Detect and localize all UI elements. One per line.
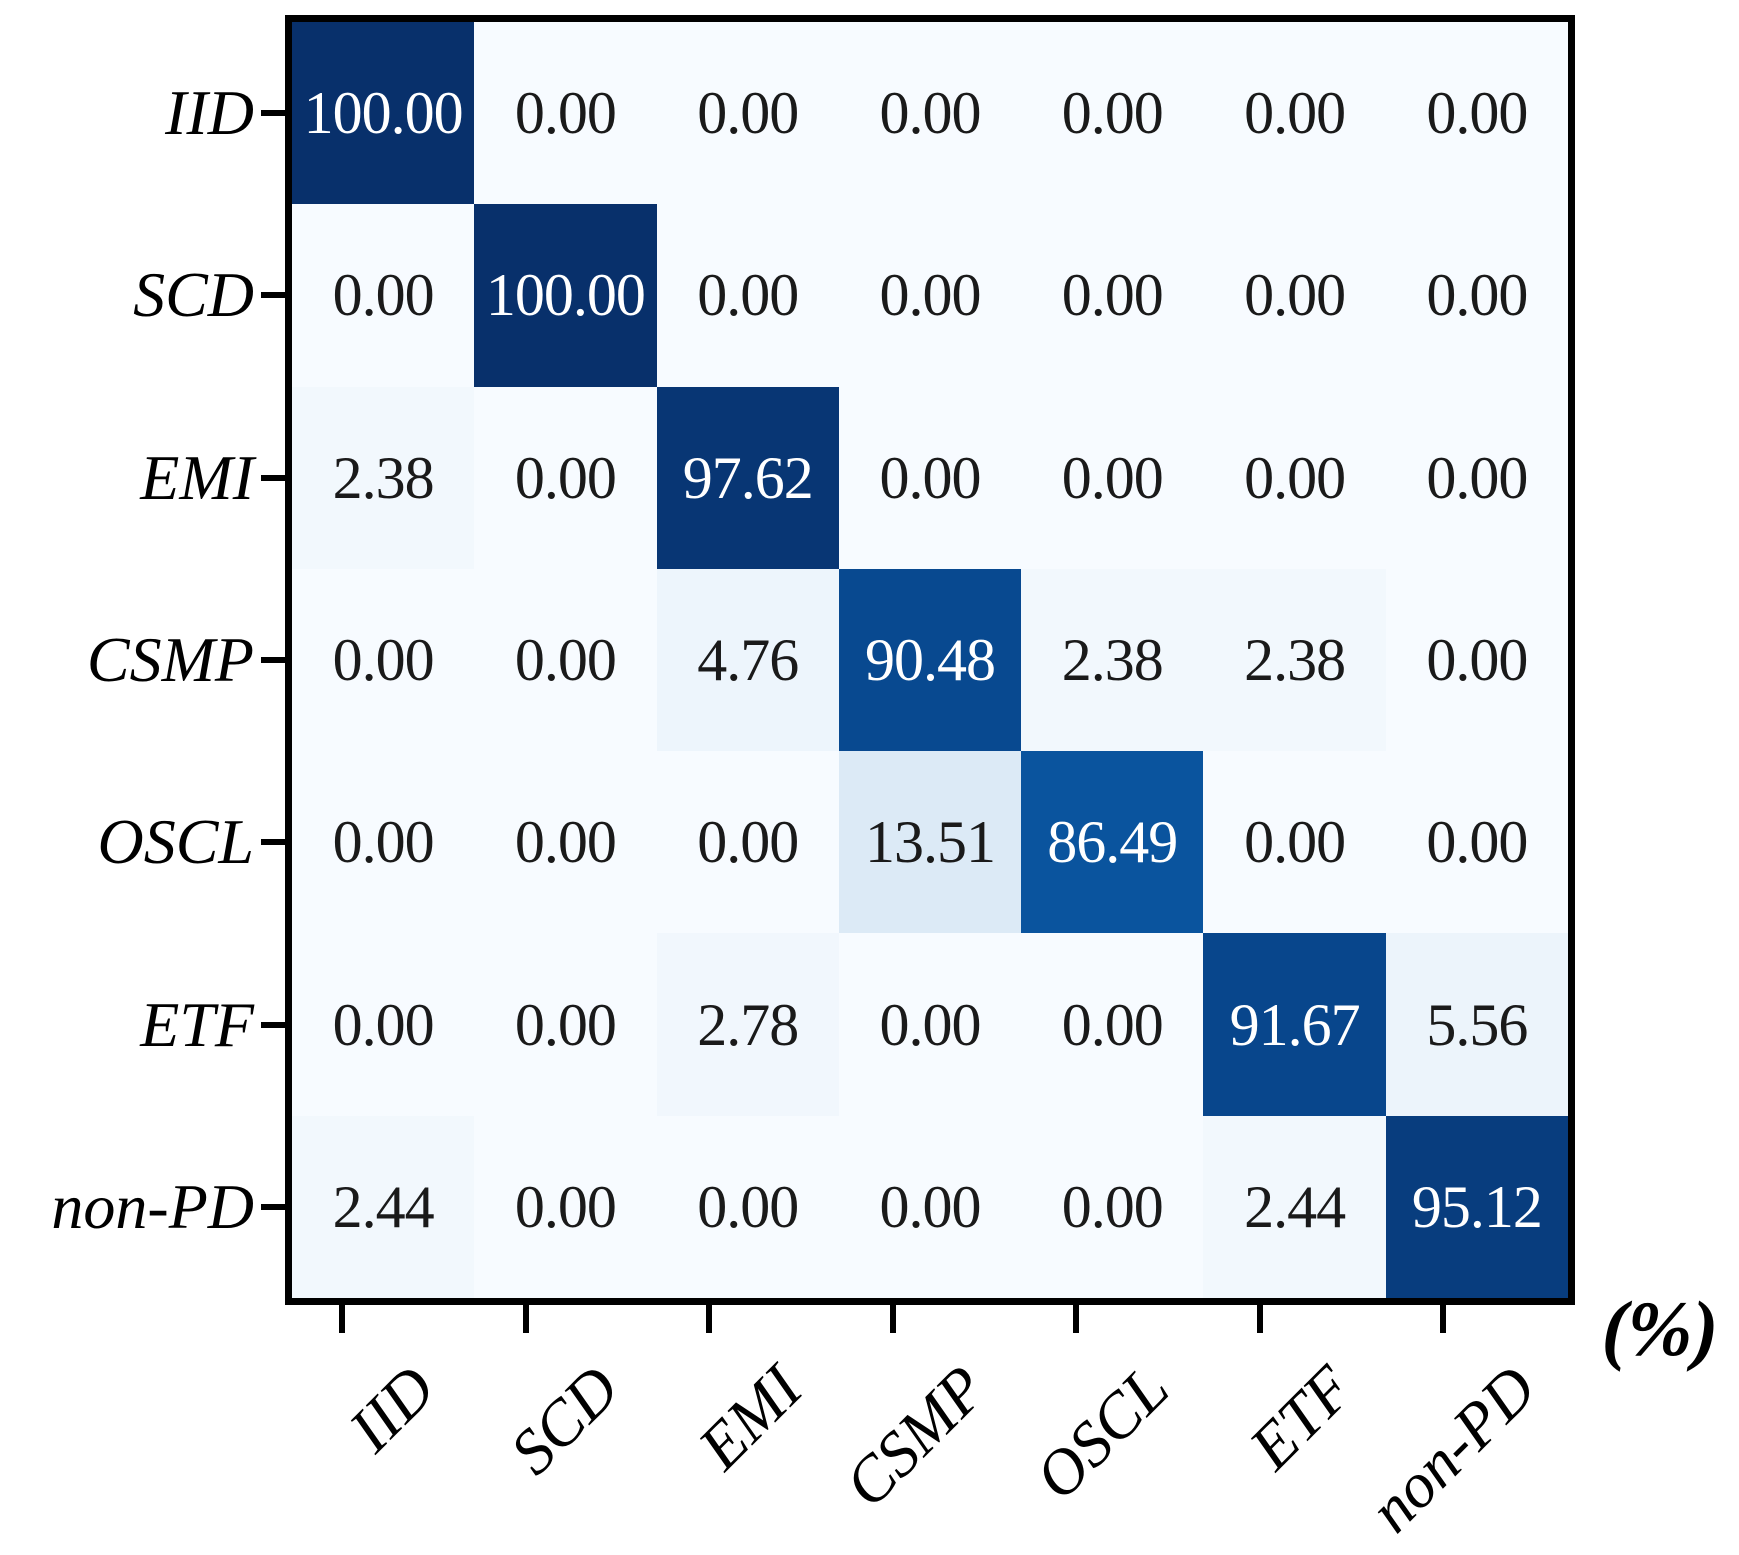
heatmap-cell: 0.00 [838, 1115, 1022, 1298]
heatmap-cell: 4.76 [656, 568, 839, 752]
heatmap-cell: 0.00 [1385, 568, 1568, 752]
y-axis-tick-label-SCD: SCD [133, 259, 254, 331]
heatmap-cell: 0.00 [474, 751, 657, 934]
heatmap-cell: 0.00 [656, 22, 839, 205]
heatmap-cell: 5.56 [1385, 933, 1568, 1116]
heatmap-cell: 0.00 [656, 1115, 839, 1298]
x-tick-mark [339, 1305, 345, 1333]
heatmap-cell: 0.00 [1203, 204, 1386, 387]
heatmap-cell: 2.38 [1203, 568, 1386, 752]
x-axis-tick-label-IID: IID [335, 1352, 449, 1466]
heatmap-cell: 0.00 [1385, 386, 1568, 569]
heatmap-cell: 0.00 [292, 933, 475, 1116]
x-tick-mark [706, 1305, 712, 1333]
heatmap-cell: 0.00 [474, 1115, 657, 1298]
heatmap-cell: 0.00 [838, 22, 1022, 205]
y-axis-tick-label-CSMP: CSMP [86, 624, 254, 695]
unit-label: (%) [1601, 1285, 1719, 1372]
heatmap-cell: 0.00 [838, 933, 1022, 1116]
heatmap-cell: 0.00 [292, 751, 475, 934]
heatmap-cell: 0.00 [1385, 22, 1568, 205]
heatmap-cell: 0.00 [656, 204, 839, 387]
heatmap-cell: 0.00 [1203, 386, 1386, 569]
heatmap-cell: 2.44 [1203, 1115, 1386, 1298]
heatmap-cell: 95.12 [1385, 1115, 1568, 1298]
x-tick-mark [1073, 1305, 1079, 1333]
heatmap-cell: 0.00 [292, 568, 475, 752]
heatmap-cell: 13.51 [838, 751, 1022, 934]
heatmap-cell: 0.00 [1021, 1115, 1204, 1298]
x-tick-mark [889, 1305, 896, 1333]
y-tick-mark [261, 839, 285, 846]
heatmap-cell: 2.44 [292, 1115, 475, 1298]
y-tick-mark [261, 1203, 285, 1210]
y-axis-tick-label-ETF: ETF [140, 988, 254, 1060]
x-tick-mark [1256, 1305, 1263, 1333]
y-axis-tick-label-EMI: EMI [140, 441, 254, 513]
heatmap-cell: 0.00 [1385, 751, 1568, 934]
heatmap-cell: 0.00 [474, 933, 657, 1116]
x-tick-mark [522, 1305, 529, 1333]
heatmap-cell: 0.00 [1385, 204, 1568, 387]
y-axis-tick-label-IID: IID [165, 77, 254, 149]
heatmap-cell: 0.00 [1021, 933, 1204, 1116]
heatmap-cell: 0.00 [656, 751, 839, 934]
heatmap-cell: 0.00 [838, 204, 1022, 387]
heatmap-cell: 0.00 [838, 386, 1022, 569]
heatmap-cell: 0.00 [1021, 22, 1204, 205]
heatmap-cell: 91.67 [1203, 933, 1386, 1116]
x-tick-mark [1440, 1305, 1446, 1333]
y-tick-mark [261, 110, 285, 117]
y-tick-mark [261, 474, 285, 481]
heatmap-cell: 97.62 [656, 386, 839, 569]
heatmap-cell: 2.78 [656, 933, 839, 1116]
heatmap-cell: 86.49 [1021, 751, 1204, 934]
y-tick-mark [261, 292, 285, 299]
heatmap-cell: 0.00 [292, 204, 475, 387]
heatmap-cell: 100.00 [474, 204, 657, 387]
heatmap-cell: 0.00 [1203, 751, 1386, 934]
heatmap-cell: 100.00 [292, 22, 475, 205]
heatmap-cell: 0.00 [474, 386, 657, 569]
heatmap-cell: 2.38 [292, 386, 475, 569]
heatmap-cell: 90.48 [838, 568, 1022, 752]
y-axis-tick-label-OSCL: OSCL [97, 806, 255, 878]
y-tick-mark [261, 657, 285, 663]
heatmap-cell: 0.00 [474, 568, 657, 752]
heatmap-cell: 0.00 [474, 22, 657, 205]
heatmap-cell: 2.38 [1021, 568, 1204, 752]
y-axis-tick-label-non-PD: non-PD [51, 1170, 254, 1242]
y-tick-mark [261, 1021, 285, 1028]
heatmap-cell: 0.00 [1203, 22, 1386, 205]
heatmap-grid: 100.00 0.00 0.00 0.00 0.00 0.00 0.00 0.00 100.00… [285, 15, 1575, 1305]
heatmap-cell: 0.00 [1021, 204, 1204, 387]
heatmap-cell: 0.00 [1021, 386, 1204, 569]
